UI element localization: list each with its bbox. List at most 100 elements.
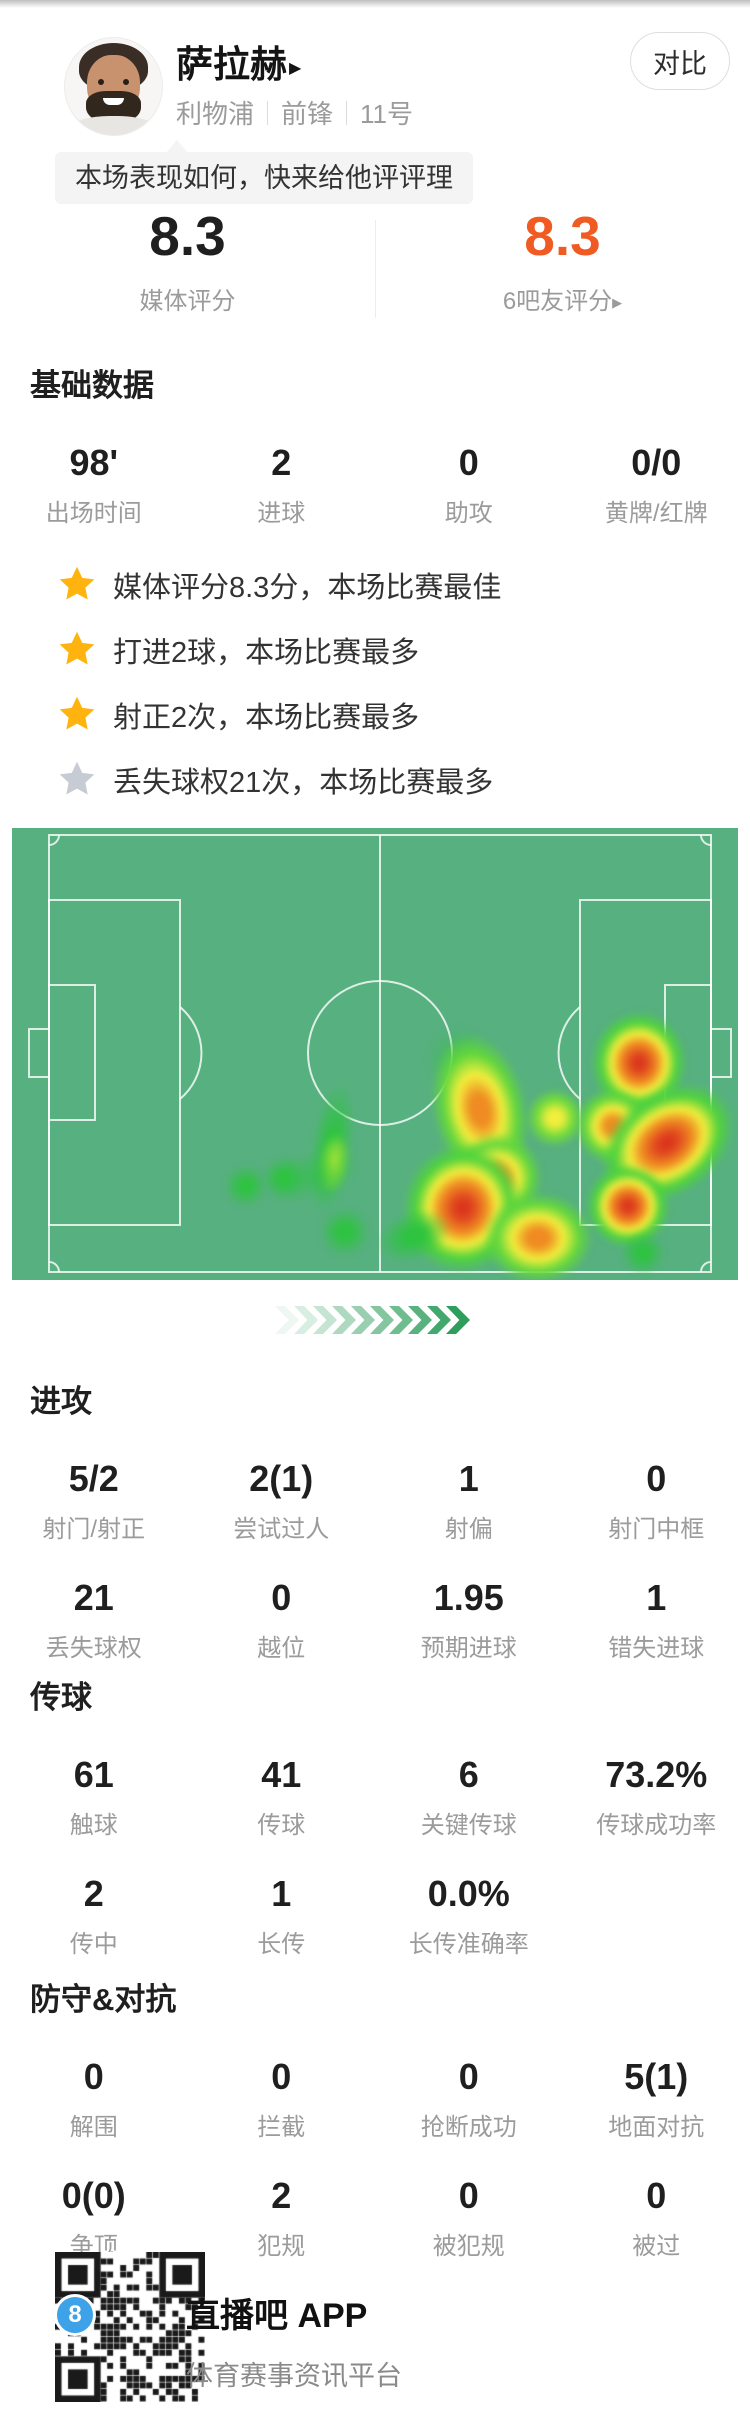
app-description: 体育赛事资讯平台 — [186, 2361, 402, 2391]
stat-value: 61 — [73, 1754, 114, 1795]
stat-value: 2 — [271, 442, 292, 483]
section-title: 基础数据 — [30, 368, 154, 403]
stat-value: 0 — [83, 2056, 104, 2097]
stat-label: 地面对抗 — [608, 2114, 705, 2141]
highlight-row: 媒体评分8.3分，本场比赛最佳 — [0, 552, 750, 617]
stat-value: 2(1) — [249, 1458, 314, 1499]
star-icon — [59, 631, 95, 665]
stat-value: 0 — [271, 2056, 292, 2097]
stat-row: 0(0) 争顶 2 犯规 0 被犯规 0 被过 — [0, 2175, 750, 2261]
stat-cell: 5/2 射门/射正 — [0, 1458, 188, 1544]
attack-direction-chevrons — [0, 1306, 750, 1334]
fan-rating[interactable]: 8.3 6吧友评分▶ — [375, 206, 750, 316]
highlight-row: 打进2球，本场比赛最多 — [0, 617, 750, 682]
stat-row: 0 解围 0 拦截 0 抢断成功 5(1) 地面对抗 — [0, 2056, 750, 2142]
stat-value: 0/0 — [631, 442, 682, 483]
highlight-text: 射正2次，本场比赛最多 — [113, 701, 420, 734]
star-icon — [59, 696, 95, 730]
stat-row: 61 触球 41 传球 6 关键传球 73.2% 传球成功率 — [0, 1754, 750, 1840]
highlight-row: 丢失球权21次，本场比赛最多 — [0, 747, 750, 812]
heat-spot — [618, 1228, 668, 1278]
section-title: 防守&对抗 — [30, 1982, 177, 2017]
stat-value: 5/2 — [68, 1458, 119, 1499]
stat-label: 进球 — [257, 500, 306, 527]
ratings-row: 8.3 媒体评分 8.3 6吧友评分▶ — [0, 206, 750, 316]
stat-label: 丢失球权 — [45, 1635, 142, 1662]
fan-rating-arrow-icon: ▶ — [612, 295, 623, 310]
stat-label: 传中 — [69, 1931, 118, 1958]
stat-cell-empty — [563, 1873, 750, 1959]
stat-cell: 1 错失进球 — [563, 1577, 750, 1663]
stat-value: 1 — [271, 1873, 292, 1914]
stat-cell: 73.2% 传球成功率 — [563, 1754, 750, 1840]
highlight-row: 射正2次，本场比赛最多 — [0, 682, 750, 747]
player-team: 利物浦 — [176, 99, 255, 129]
stat-label: 出场时间 — [45, 500, 142, 527]
stat-label: 长传 — [257, 1931, 306, 1958]
stat-value: 41 — [261, 1754, 302, 1795]
stat-cell: 1 射偏 — [375, 1458, 563, 1544]
stat-cell: 0.0% 长传准确率 — [375, 1873, 563, 1959]
top-edge-shade — [0, 0, 750, 8]
stat-label: 射门中框 — [608, 1516, 705, 1543]
highlight-text: 打进2球，本场比赛最多 — [113, 636, 420, 669]
star-icon — [59, 566, 95, 600]
stat-label: 射偏 — [444, 1516, 493, 1543]
stat-cell: 6 关键传球 — [375, 1754, 563, 1840]
avatar-eye — [98, 79, 104, 85]
stat-value: 2 — [83, 1873, 104, 1914]
stat-label: 长传准确率 — [408, 1931, 529, 1958]
player-subtitle: 利物浦 前锋 11号 — [176, 94, 413, 131]
stat-value: 0.0% — [427, 1873, 510, 1914]
player-name[interactable]: 萨拉赫 ▶ — [176, 44, 302, 85]
stat-value: 0 — [646, 2175, 667, 2216]
divider — [346, 100, 348, 125]
stat-value: 0 — [458, 2056, 479, 2097]
highlight-text: 媒体评分8.3分，本场比赛最佳 — [113, 571, 502, 604]
stat-row: 21 丢失球权 0 越位 1.95 预期进球 1 错失进球 — [0, 1577, 750, 1663]
highlights-list: 媒体评分8.3分，本场比赛最佳 打进2球，本场比赛最多 射正2次，本场比赛最多 … — [0, 552, 750, 812]
stat-label: 解围 — [69, 2114, 118, 2141]
stat-value: 0(0) — [61, 2175, 126, 2216]
position-heatmap-pitch — [12, 828, 738, 1280]
stat-cell: 2(1) 尝试过人 — [188, 1458, 376, 1544]
heat-spot — [260, 1154, 308, 1202]
stat-cell: 0 射门中框 — [563, 1458, 750, 1544]
stat-cell: 0 解围 — [0, 2056, 188, 2142]
section-defense: 防守&对抗 0 解围 0 拦截 0 抢断成功 5(1) 地面对抗 0(0) 争顶 2 犯规 … — [0, 1980, 750, 2261]
stat-label: 抢断成功 — [420, 2114, 517, 2141]
compare-button[interactable]: 对比 — [630, 32, 730, 90]
stat-label: 传球成功率 — [596, 1812, 717, 1839]
avatar-shirt — [73, 116, 154, 135]
stat-cell: 2 犯规 — [188, 2175, 376, 2261]
stat-cell: 0/0 黄牌/红牌 — [563, 442, 750, 528]
stat-cell: 0 助攻 — [375, 442, 563, 528]
stat-value: 0 — [271, 1577, 292, 1618]
player-avatar[interactable] — [64, 37, 163, 136]
stat-cell: 98' 出场时间 — [0, 442, 188, 528]
tooltip-tail — [166, 140, 188, 153]
media-rating-label: 媒体评分 — [139, 288, 236, 315]
stat-value: 98' — [69, 442, 119, 483]
stat-value: 0 — [458, 442, 479, 483]
stat-label: 拦截 — [257, 2114, 306, 2141]
star-icon — [59, 761, 95, 795]
stat-label: 尝试过人 — [233, 1516, 330, 1543]
stat-label: 错失进球 — [608, 1635, 705, 1662]
stat-label: 被犯规 — [432, 2233, 505, 2260]
media-rating: 8.3 媒体评分 — [0, 206, 375, 316]
section-basic-data: 基础数据 98' 出场时间 2 进球 0 助攻 0/0 黄牌/红牌 — [0, 366, 750, 528]
stat-cell: 1.95 预期进球 — [375, 1577, 563, 1663]
section-title: 传球 — [30, 1680, 92, 1715]
heat-spot — [480, 1190, 596, 1280]
fan-rating-label: 6吧友评分▶ — [502, 288, 623, 315]
app-promo-footer: 8 直播吧 APP 体育赛事资讯平台 — [0, 2240, 750, 2418]
stat-label: 触球 — [69, 1812, 118, 1839]
chevron-icon — [275, 1306, 299, 1334]
section-attack: 进攻 5/2 射门/射正 2(1) 尝试过人 1 射偏 0 射门中框 21 丢失球权 0 越… — [0, 1382, 750, 1663]
stat-label: 射门/射正 — [42, 1516, 146, 1543]
stat-row: 5/2 射门/射正 2(1) 尝试过人 1 射偏 0 射门中框 — [0, 1458, 750, 1544]
heat-spot — [317, 1204, 373, 1260]
stat-label: 预期进球 — [420, 1635, 517, 1662]
